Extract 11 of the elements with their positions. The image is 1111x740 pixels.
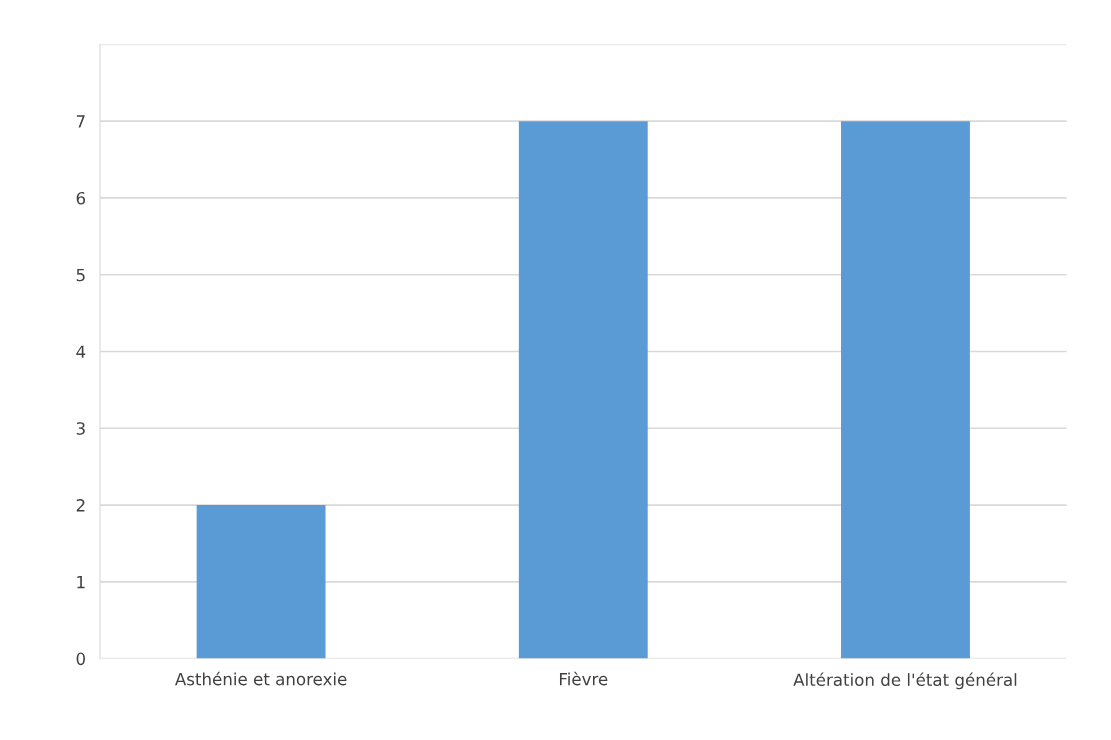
- y-tick-label: 3: [76, 422, 85, 435]
- x-tick-label: Fièvre: [559, 671, 608, 686]
- y-tick-label: 5: [76, 268, 85, 282]
- y-tick-label: 1: [77, 576, 85, 589]
- y-tick-label: 6: [76, 191, 86, 205]
- y-tick-label: 0: [76, 652, 85, 666]
- x-tick-label: Asthénie et anorexie: [175, 671, 347, 686]
- x-tick-label: Altération de l'état général: [793, 672, 1017, 690]
- y-tick-label: 7: [76, 115, 85, 128]
- y-tick-label: 4: [76, 345, 86, 358]
- y-tick-label: 2: [76, 499, 85, 512]
